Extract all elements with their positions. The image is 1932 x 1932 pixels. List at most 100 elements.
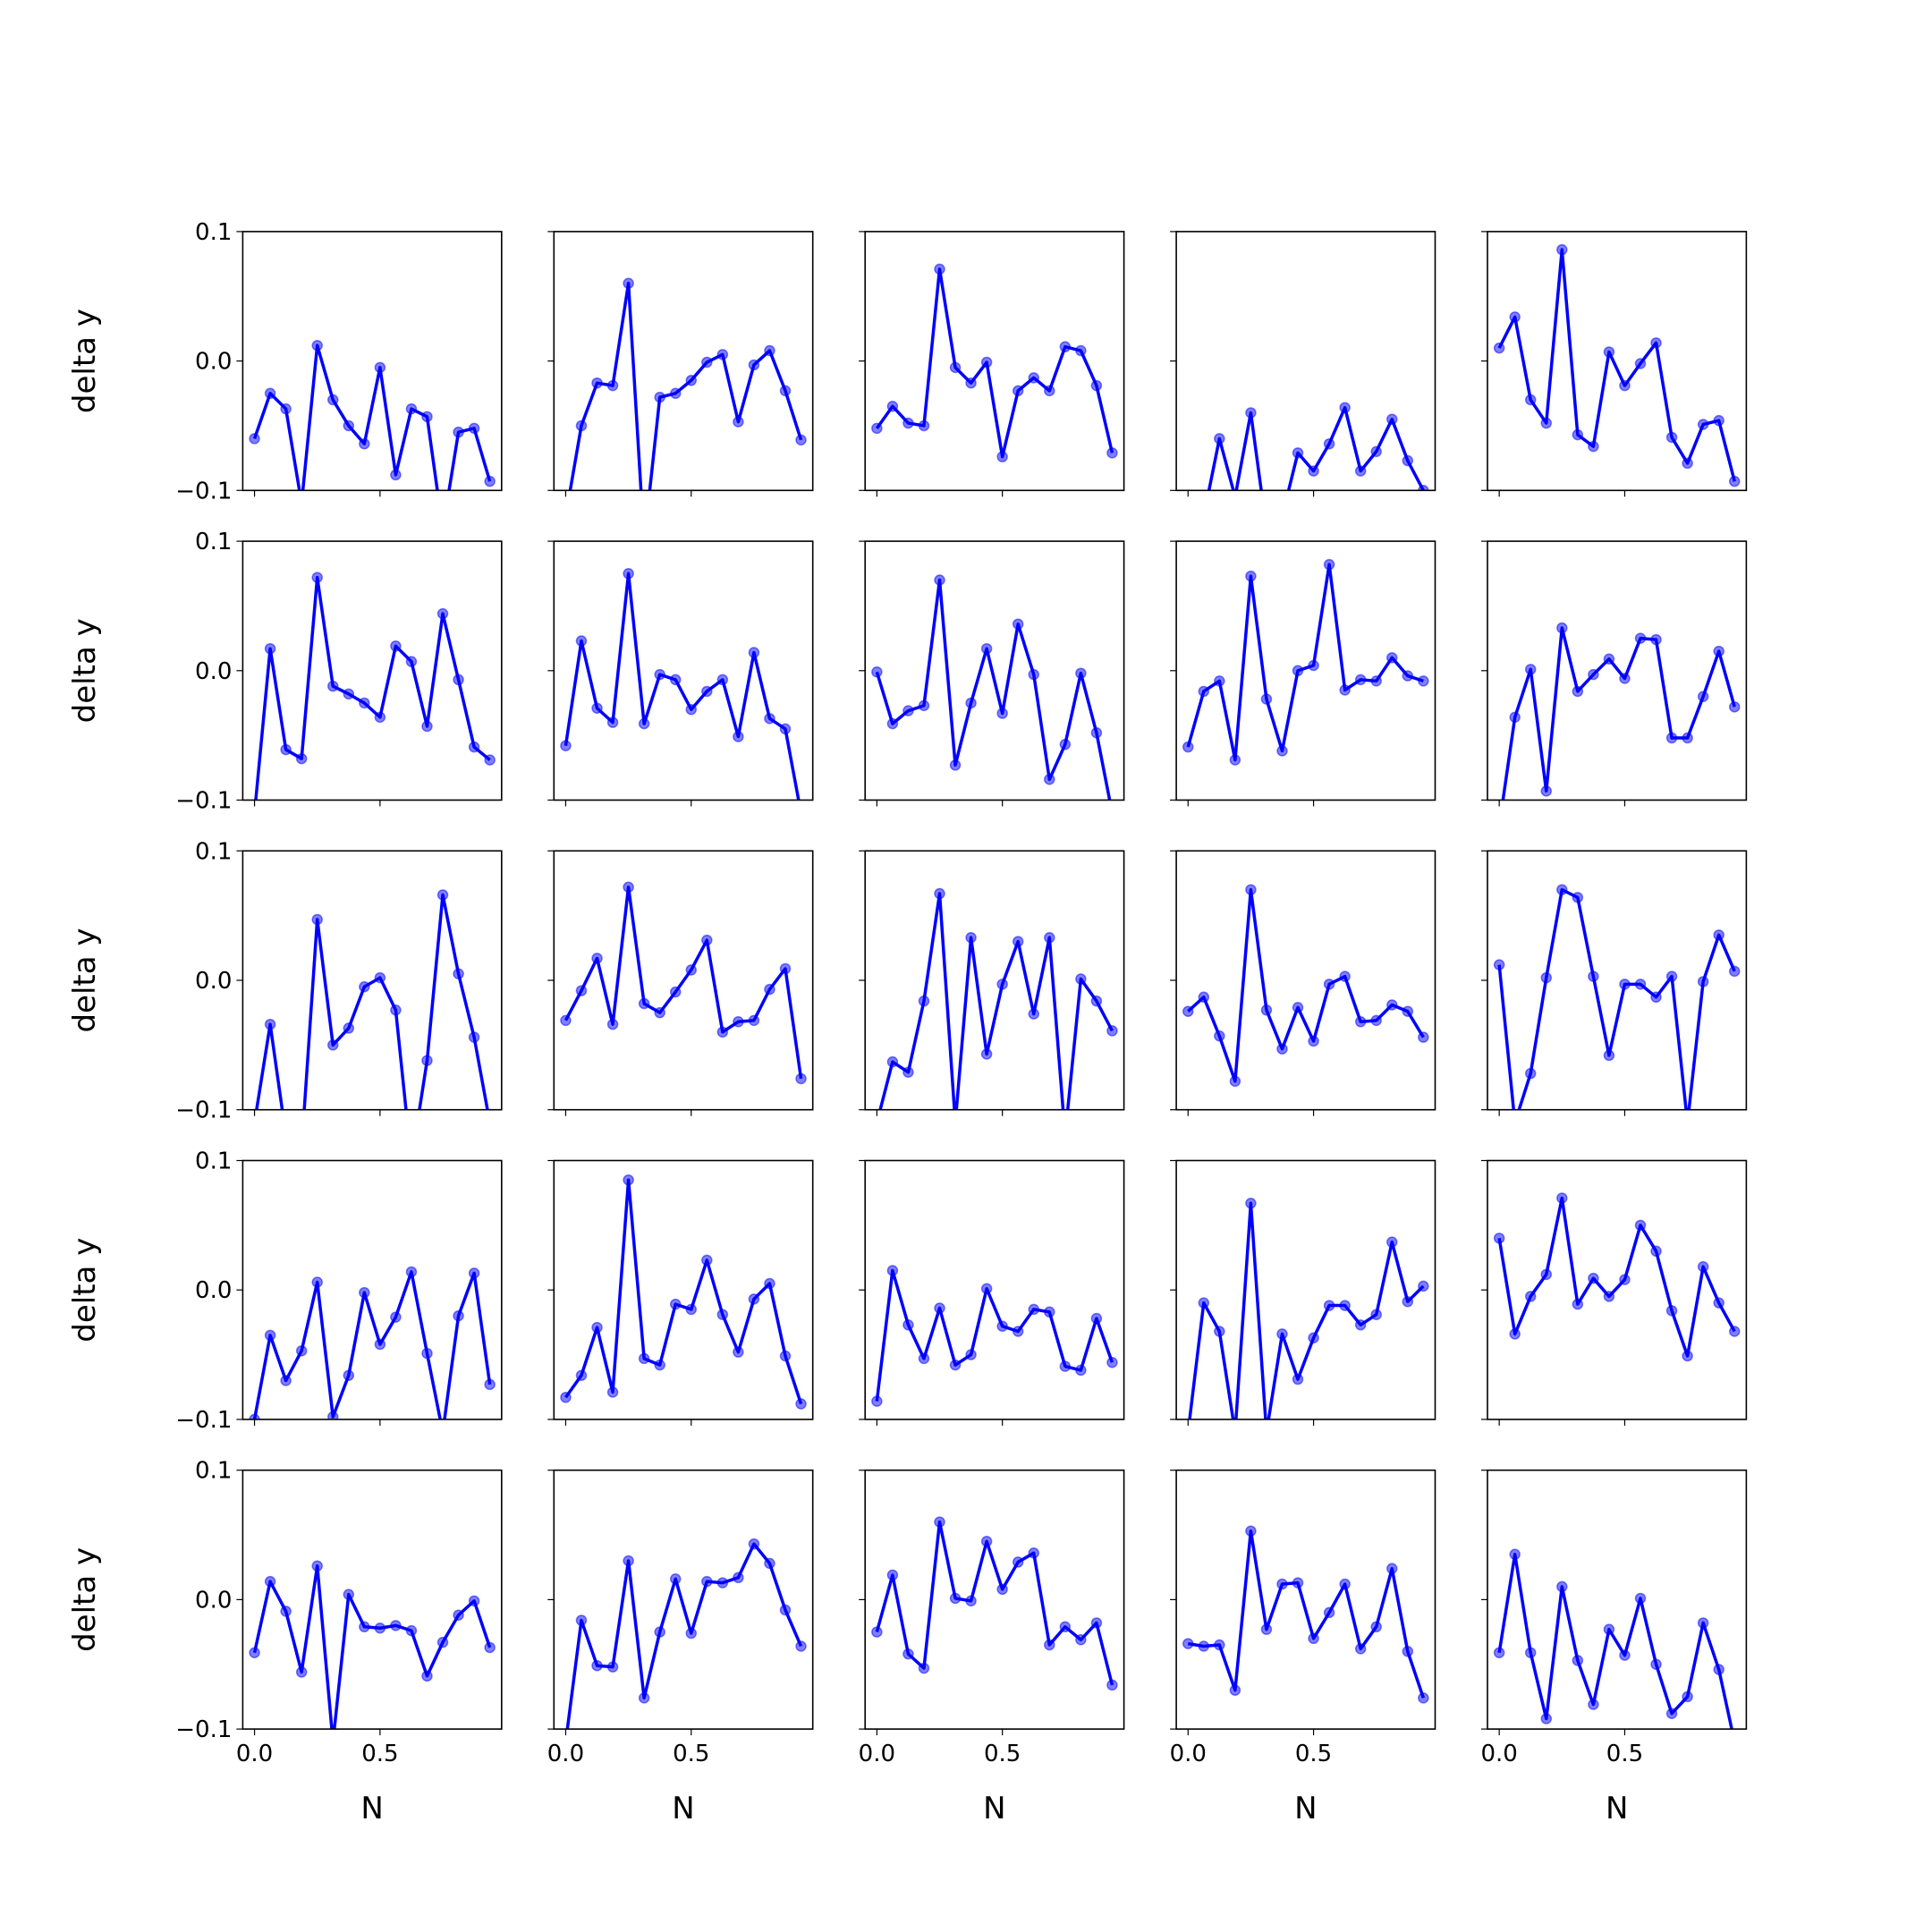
data-point <box>390 1004 402 1016</box>
data-line <box>875 1268 1114 1402</box>
data-line <box>1188 1201 1425 1419</box>
x-tick-label: 0.5 <box>361 1741 398 1767</box>
data-point <box>343 1369 355 1381</box>
data-point <box>1323 558 1335 571</box>
data-point <box>390 1311 402 1323</box>
data-point <box>1540 1268 1553 1281</box>
data-point <box>264 1575 276 1588</box>
data-line <box>1207 405 1425 491</box>
plot-area <box>249 1560 496 1747</box>
data-point <box>1292 447 1304 459</box>
y-axis-label: delta y <box>67 1238 103 1343</box>
data-point <box>1106 447 1118 459</box>
data-point <box>1183 524 1193 534</box>
data-point <box>716 1577 729 1589</box>
data-line <box>1497 887 1736 1110</box>
data-point <box>918 1352 930 1365</box>
data-point <box>1370 675 1382 687</box>
plot-area <box>560 1174 807 1410</box>
data-line <box>565 1542 803 1730</box>
data-point <box>1370 1014 1382 1027</box>
data-point <box>1665 970 1678 982</box>
data-point <box>1697 976 1709 987</box>
data-point <box>1354 1319 1367 1331</box>
data-point <box>328 1737 338 1747</box>
data-point <box>1276 745 1288 757</box>
data-point <box>949 1592 962 1605</box>
data-point <box>591 1321 603 1334</box>
x-tick-label: 0.0 <box>1480 1741 1517 1767</box>
axes-frame <box>1175 540 1436 801</box>
y-tick-label: −0.1 <box>175 1407 232 1434</box>
data-point <box>1308 1035 1319 1047</box>
data-point <box>1634 632 1647 644</box>
subplot: −0.1 0.0 0.1 delta y <box>67 838 503 1124</box>
data-point <box>1556 1580 1568 1593</box>
data-point <box>685 375 698 386</box>
data-point <box>249 1647 260 1658</box>
data-point <box>980 642 993 655</box>
data-point <box>1682 1690 1693 1703</box>
data-point <box>575 419 588 432</box>
subplot <box>547 850 814 1116</box>
data-point <box>453 968 464 980</box>
data-point <box>374 1622 386 1634</box>
data-point <box>886 400 899 412</box>
data-point <box>1245 884 1257 895</box>
data-point <box>902 1066 914 1078</box>
data-point <box>1728 475 1741 487</box>
data-point <box>886 1265 899 1276</box>
data-point <box>1665 431 1678 444</box>
data-point <box>1230 492 1240 502</box>
data-point <box>779 723 792 735</box>
data-point <box>779 1350 792 1362</box>
data-point <box>1603 1049 1615 1062</box>
axes-frame <box>1487 1469 1748 1730</box>
data-point <box>327 394 339 406</box>
data-line <box>875 1520 1114 1686</box>
axes-frame <box>1175 850 1436 1111</box>
data-point <box>934 574 945 586</box>
data-point <box>1418 1031 1429 1043</box>
x-tick-label: 0.5 <box>984 1741 1021 1767</box>
subplot <box>859 850 1125 1116</box>
data-point <box>685 1627 698 1640</box>
y-tick-label: −0.1 <box>175 1716 232 1743</box>
data-point <box>1682 732 1693 744</box>
data-point <box>606 379 619 392</box>
data-point <box>669 1572 682 1585</box>
x-axis-label: N <box>983 1791 1005 1826</box>
plot-area <box>871 574 1112 801</box>
subplot: 0.0 0.5 N <box>547 1469 814 1826</box>
data-point <box>1634 358 1647 369</box>
data-point <box>591 377 603 389</box>
data-point <box>716 1309 729 1320</box>
axes-frame <box>864 231 1125 492</box>
data-point <box>1308 465 1319 477</box>
data-point <box>669 387 682 400</box>
plot-area <box>1501 622 1741 801</box>
data-point <box>1665 732 1678 744</box>
x-tick-label: 0.5 <box>1606 1741 1643 1767</box>
data-point <box>980 1048 993 1060</box>
data-point <box>1510 1118 1520 1128</box>
data-point <box>638 717 650 730</box>
data-point <box>421 720 433 733</box>
data-point <box>918 1662 930 1674</box>
data-point <box>996 1320 1008 1332</box>
data-point <box>1276 1328 1288 1340</box>
x-axis-label: N <box>360 1791 383 1826</box>
data-point <box>1556 1192 1568 1204</box>
data-line <box>252 343 492 491</box>
data-point <box>902 705 914 716</box>
data-line <box>252 1564 492 1730</box>
data-point <box>405 1624 418 1637</box>
data-point <box>1588 1272 1599 1284</box>
data-point <box>996 451 1008 462</box>
data-line <box>1497 1196 1736 1358</box>
plot-area <box>1182 558 1429 766</box>
data-point <box>1697 691 1709 702</box>
plot-area <box>878 887 1118 1110</box>
data-point <box>1260 1623 1273 1635</box>
data-point <box>716 1026 729 1038</box>
